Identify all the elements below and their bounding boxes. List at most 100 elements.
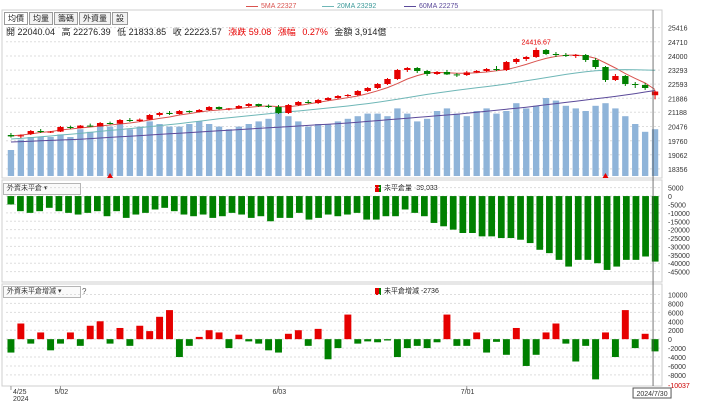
change-value: 漲跌 59.08	[228, 27, 272, 37]
candle-down	[562, 55, 570, 56]
oi-bar	[209, 196, 217, 218]
peak-price-label: 24416.67	[522, 40, 551, 47]
candle-down	[622, 76, 629, 84]
candle-up	[57, 127, 64, 132]
tab-chips[interactable]: 籌碼	[54, 12, 78, 25]
candle-up	[513, 59, 520, 62]
oi-change-bar	[126, 339, 134, 346]
oi-change-bar	[334, 339, 342, 349]
oi-bar	[103, 196, 111, 217]
oi-tick-label: -5000	[668, 202, 686, 209]
oi-change-bar	[86, 325, 94, 340]
oi-bar	[334, 196, 342, 217]
volume-bar	[7, 150, 15, 176]
cursor-date-label: 2024/7/30	[636, 391, 667, 398]
event-marker-icon	[107, 173, 114, 178]
oi-change-bar	[354, 339, 362, 344]
oi-tick-label: -45000	[668, 270, 690, 277]
amount-value: 金額 3,914億	[334, 27, 387, 37]
volume-bar	[443, 108, 451, 176]
volume-bar	[503, 111, 510, 176]
candle-up	[314, 100, 322, 103]
tab-settings[interactable]: 設	[112, 12, 128, 25]
oi-change-tick-label: 2000	[668, 328, 684, 335]
high-value: 高 22276.39	[61, 27, 111, 37]
legend-ma5-label: 5MA 22327	[261, 3, 297, 10]
oi-change-bar	[423, 339, 431, 349]
oi-bar	[36, 196, 44, 212]
oi-tick-label: -40000	[668, 261, 690, 268]
volume-bar	[592, 105, 599, 176]
candle-up	[235, 106, 243, 109]
oi-bar	[199, 196, 207, 215]
candle-up	[225, 108, 233, 110]
tab-avg-volume[interactable]: 均量	[29, 12, 53, 25]
candle-down	[414, 68, 421, 71]
volume-bar	[265, 118, 272, 176]
oi-change-bar	[502, 339, 510, 355]
volume-bar	[314, 124, 322, 176]
price-tick-label: 25416	[668, 26, 688, 33]
price-tick-label: 21188	[668, 110, 687, 117]
oi-change-bar	[572, 339, 580, 362]
oi-change-bar	[552, 323, 560, 340]
oi-change-tick-label: 8000	[668, 301, 684, 308]
tab-foreign-volume[interactable]: 外資量	[79, 12, 111, 25]
oi-change-bar	[631, 339, 639, 349]
oi-change-bar	[66, 332, 74, 340]
volume-bar	[215, 126, 223, 176]
volume-bar	[57, 134, 64, 176]
volume-bar	[513, 103, 520, 176]
oi-change-bar	[156, 316, 164, 340]
oi-bar	[478, 196, 486, 237]
oi-change-bar	[384, 339, 391, 341]
legend-swatch-icon	[375, 287, 381, 295]
oi-bar	[642, 196, 649, 257]
panel-frame	[1, 283, 663, 387]
volume-bar	[196, 121, 203, 176]
candle-down	[602, 67, 609, 80]
bottom-panel-selector[interactable]: 外資未平倉增減 ▾	[3, 286, 81, 298]
oi-change-bar	[275, 339, 282, 353]
oi-change-bar	[602, 332, 609, 340]
candle-down	[126, 120, 134, 121]
volume-bar	[136, 126, 143, 176]
oi-change-bar	[611, 339, 619, 358]
oi-bar	[574, 196, 582, 260]
tab-avg-price[interactable]: 均價	[4, 12, 28, 25]
price-tick-label: 22593	[668, 82, 688, 89]
oi-change-bar	[255, 339, 263, 344]
volume-bar	[374, 113, 381, 176]
oi-change-tick-label: -6000	[668, 364, 686, 371]
candle-up	[384, 79, 391, 84]
lower-panel-selector[interactable]: 外資未平倉 ▾	[3, 183, 81, 195]
oi-change-bar	[27, 339, 35, 344]
candle-up	[295, 102, 302, 105]
volume-bar	[493, 113, 500, 176]
chevron-down-icon: ▾	[57, 288, 62, 295]
oi-bar	[536, 196, 544, 250]
oi-bar	[219, 196, 226, 217]
volume-bar	[47, 137, 54, 176]
oi-change-bar	[493, 339, 500, 342]
oi-bar	[315, 196, 322, 218]
oi-bar	[142, 196, 149, 213]
volume-bar	[632, 124, 639, 176]
candle-up	[245, 104, 252, 106]
candle-up	[334, 96, 342, 98]
candle-up	[354, 91, 361, 95]
volume-bar	[77, 129, 84, 176]
oi-bar	[257, 196, 265, 217]
oi-bar	[603, 196, 611, 270]
oi-bar	[276, 196, 284, 218]
help-icon[interactable]: ?	[82, 287, 87, 296]
oi-change-bar	[522, 339, 530, 366]
oi-bar	[507, 196, 515, 239]
oi-change-tick-label: 6000	[668, 310, 684, 317]
oi-bar	[526, 196, 534, 244]
date-tick-label: 5/02	[55, 389, 69, 396]
candle-down	[215, 107, 223, 109]
candle-up	[136, 119, 143, 121]
volume-bar	[245, 124, 252, 176]
